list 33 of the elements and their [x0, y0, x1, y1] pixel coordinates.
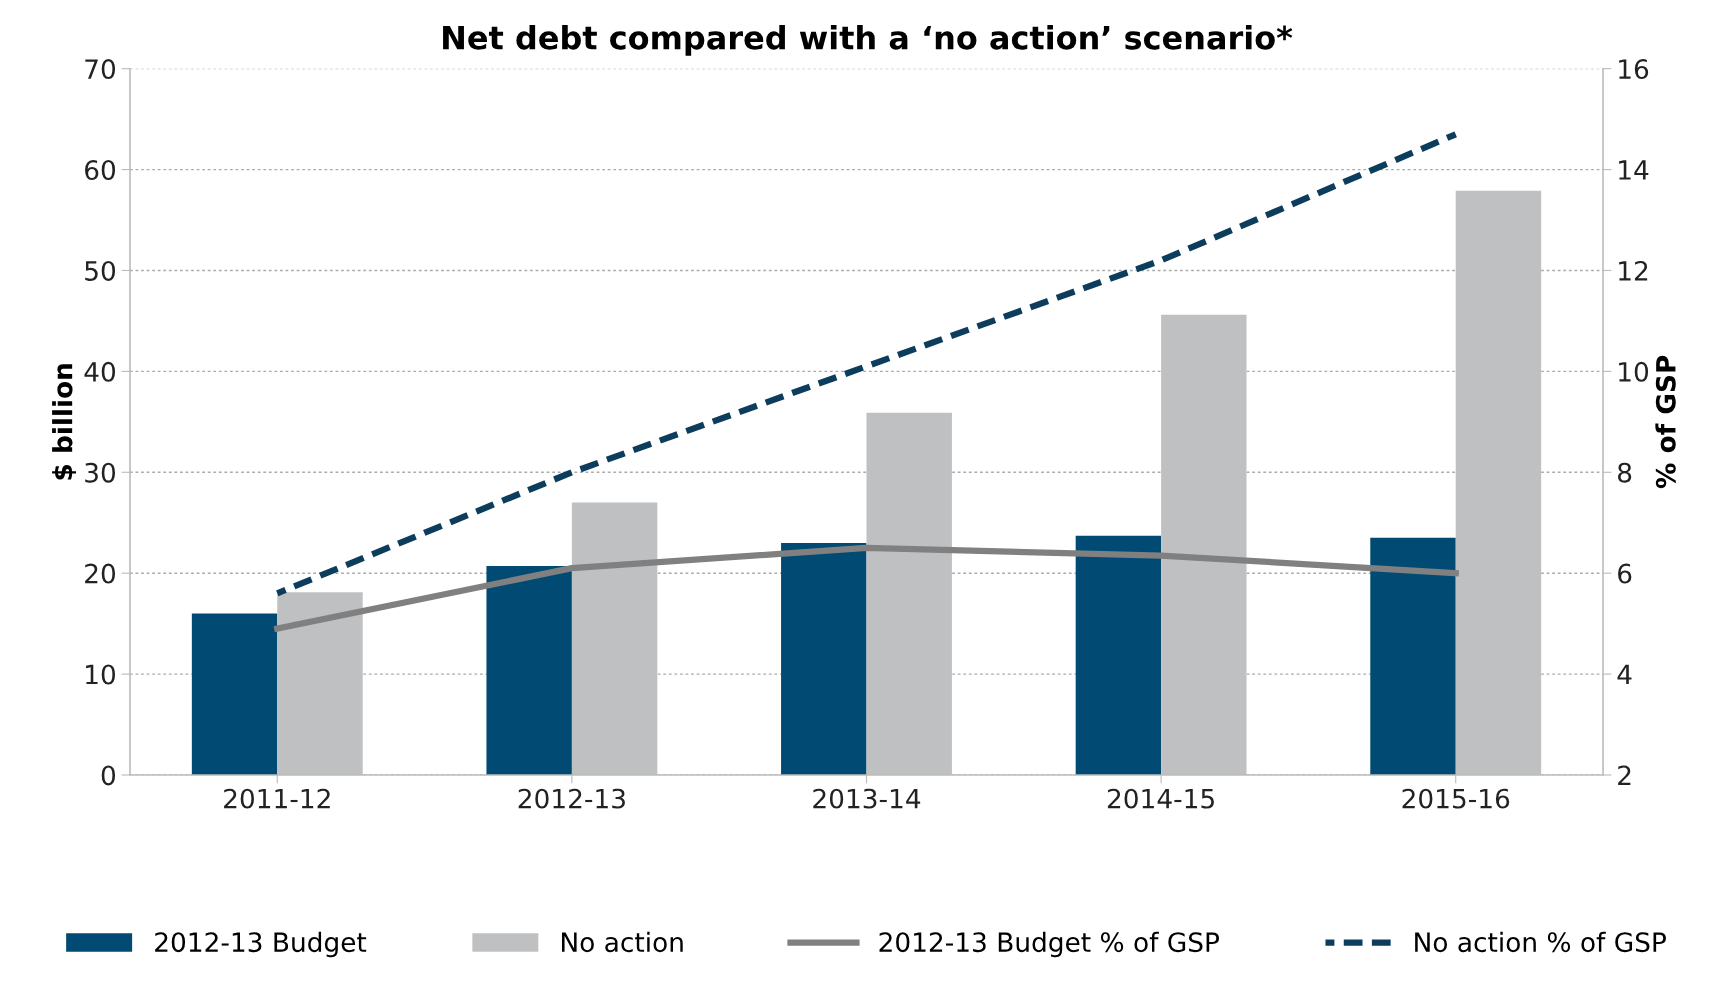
y-tick-label: 20 [85, 563, 116, 584]
x-tick-label: 2013-14 [813, 788, 921, 809]
bar [781, 542, 867, 775]
x-tick-label: 2014-15 [1107, 788, 1214, 809]
y-tick-label: 60 [85, 160, 116, 180]
legend-label: 2012-13 Budget % of GSP [879, 931, 1220, 958]
x-tick-label: 2012-13 [518, 788, 625, 809]
chart-title: Net debt compared with a ‘no action’ scenario* [443, 24, 1293, 56]
bar [191, 613, 278, 775]
y2-tick-label: 8 [1618, 462, 1632, 483]
y2-axis-title: % of GSP [1655, 355, 1676, 489]
bar [1370, 537, 1456, 775]
legend-label: No action [562, 931, 683, 953]
y2-tick-label: 4 [1617, 664, 1632, 685]
y2-tick-label: 2 [1618, 765, 1631, 786]
y2-tick-label: 14 [1619, 160, 1649, 180]
y-tick-label: 0 [101, 765, 116, 786]
y-tick-label: 30 [85, 462, 116, 483]
y2-tick-label: 10 [1619, 361, 1649, 382]
y2-tick-label: 6 [1618, 563, 1632, 584]
y-tick-label: 70 [85, 59, 116, 80]
y-tick-label: 40 [84, 361, 116, 382]
y2-tick-label: 12 [1619, 260, 1648, 281]
bar [1075, 535, 1162, 775]
legend-label: 2012-13 Budget [155, 931, 367, 958]
x-tick-label: 2015-16 [1402, 788, 1510, 809]
legend-label: No action % of GSP [1415, 931, 1666, 953]
y2-tick-label: 16 [1619, 59, 1649, 80]
y-tick-label: 50 [85, 260, 116, 281]
y-axis-title: $ billion [52, 364, 77, 480]
bar [486, 566, 572, 775]
y-tick-label: 10 [86, 664, 116, 685]
x-tick-label: 2011-12 [224, 788, 330, 809]
